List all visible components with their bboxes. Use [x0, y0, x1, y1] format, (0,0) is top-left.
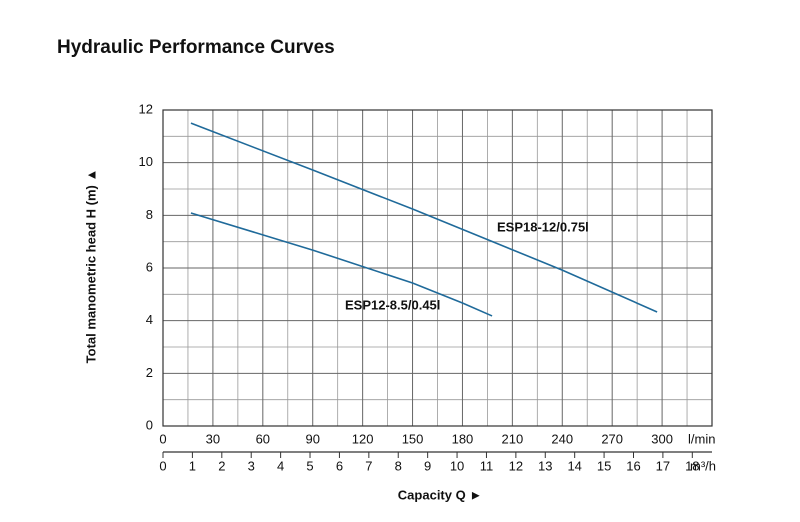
y-tick-label: 12 — [139, 101, 153, 116]
x2-tick-label: 8 — [395, 458, 402, 473]
x-tick-label: 120 — [352, 431, 374, 446]
series-label: ESP18-12/0.75l — [497, 219, 589, 234]
plot-frame — [162, 109, 713, 427]
series-line — [190, 122, 658, 313]
x2-tick-label: 13 — [538, 458, 552, 473]
x2-tick-label: 17 — [656, 458, 670, 473]
x2-tick-label: 9 — [424, 458, 431, 473]
x2-tick-label: 12 — [509, 458, 523, 473]
y-axis-label: Total manometric head H (m) ▲ — [83, 169, 98, 364]
chart-title: Hydraulic Performance Curves — [57, 37, 335, 58]
x-axis-label: Capacity Q ► — [398, 487, 482, 502]
x-tick-label: 150 — [402, 431, 424, 446]
x-tick-label: 60 — [256, 431, 270, 446]
x-tick-label: 300 — [651, 431, 673, 446]
x-tick-label: 210 — [502, 431, 524, 446]
series-line — [190, 212, 493, 317]
x2-unit: m³/h — [690, 458, 716, 473]
x2-tick-label: 18 — [685, 458, 699, 473]
x-tick-label: 30 — [206, 431, 220, 446]
x2-tick-label: 5 — [306, 458, 313, 473]
x2-tick-label: 11 — [480, 458, 494, 473]
x2-tick-label: 4 — [277, 458, 284, 473]
x2-tick-label: 15 — [597, 458, 611, 473]
x2-tick-label: 0 — [159, 458, 166, 473]
x-tick-label: 0 — [159, 431, 166, 446]
x-unit: l/min — [688, 431, 715, 446]
x-tick-label: 270 — [601, 431, 623, 446]
y-tick-label: 0 — [146, 417, 153, 432]
y-tick-label: 4 — [146, 312, 153, 327]
y-tick-label: 10 — [139, 154, 153, 169]
x-tick-label: 90 — [305, 431, 319, 446]
y-tick-label: 2 — [146, 365, 153, 380]
x2-tick-label: 3 — [248, 458, 255, 473]
x2-tick-label: 10 — [450, 458, 464, 473]
x2-tick-label: 14 — [567, 458, 581, 473]
x-tick-label: 180 — [452, 431, 474, 446]
x2-tick-label: 7 — [365, 458, 372, 473]
x2-tick-label: 1 — [189, 458, 196, 473]
x2-tick-label: 16 — [626, 458, 640, 473]
x-tick-label: 240 — [551, 431, 573, 446]
y-tick-label: 8 — [146, 207, 153, 222]
x2-tick-label: 2 — [218, 458, 225, 473]
y-tick-label: 6 — [146, 259, 153, 274]
x2-tick-label: 6 — [336, 458, 343, 473]
series-label: ESP12-8.5/0.45l — [345, 297, 440, 312]
